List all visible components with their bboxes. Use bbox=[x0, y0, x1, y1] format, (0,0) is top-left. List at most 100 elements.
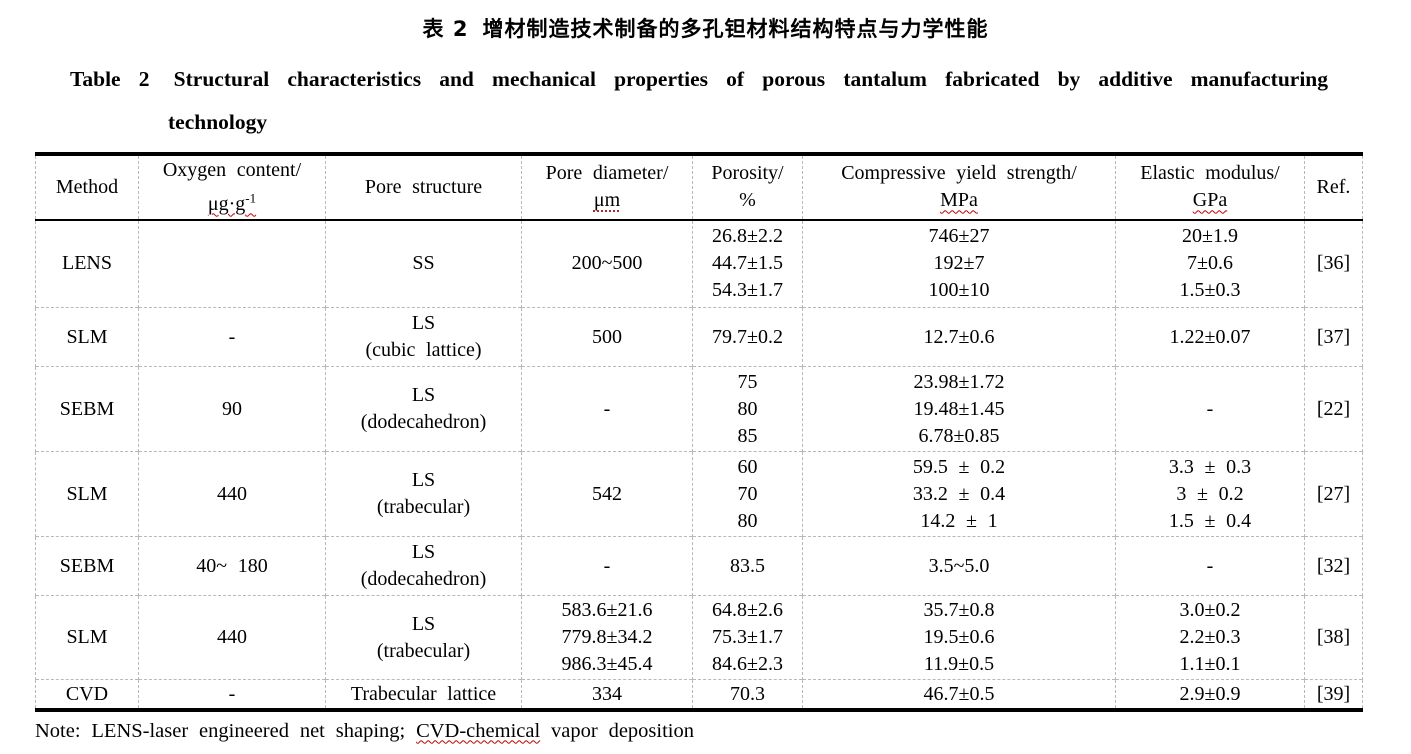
col-header-pore-structure: Pore structure bbox=[325, 154, 522, 220]
cell-line: SLM bbox=[66, 325, 108, 348]
cell-line: 542 bbox=[592, 482, 622, 505]
table-cell: LS (dodecahedron) bbox=[325, 366, 522, 452]
header-unit: MPa bbox=[940, 189, 978, 212]
porous-tantalum-table: Method Oxygen content/ μg·g-1 Pore struc… bbox=[35, 152, 1363, 712]
header-unit: μm bbox=[593, 189, 621, 212]
col-header-oxygen-content: Oxygen content/ μg·g-1 bbox=[138, 154, 326, 220]
table-row: SLM 440 LS (trabecular) 583.6±21.6 779.8±34.2… bbox=[35, 595, 1363, 680]
table-cell: 79.7±0.2 bbox=[692, 307, 803, 367]
table-cell: 75 80 85 bbox=[692, 366, 803, 452]
cell-line: 1.5 ± 0.4 bbox=[1168, 509, 1252, 532]
cell-line: SEBM bbox=[59, 554, 115, 577]
cell-line: [32] bbox=[1316, 554, 1351, 577]
table-title-english-line2: technology bbox=[168, 110, 268, 134]
cell-line: 79.7±0.2 bbox=[712, 325, 783, 348]
table-header: Method Oxygen content/ μg·g-1 Pore struc… bbox=[35, 154, 1363, 220]
table-cell: 64.8±2.6 75.3±1.7 84.6±2.3 bbox=[692, 595, 803, 680]
table-cell: [39] bbox=[1304, 679, 1363, 710]
header-unit: % bbox=[739, 189, 756, 212]
cell-line: 75.3±1.7 bbox=[712, 626, 783, 649]
col-header-ref: Ref. bbox=[1304, 154, 1363, 220]
cell-line: 7±0.6 bbox=[1187, 252, 1233, 275]
cell-line: 84.6±2.3 bbox=[712, 653, 783, 676]
table-cell: 90 bbox=[138, 366, 326, 452]
table-cell: 59.5 ± 0.2 33.2 ± 0.4 14.2 ± 1 bbox=[802, 451, 1116, 537]
cell-line: LS bbox=[411, 312, 436, 335]
table-cell: 70.3 bbox=[692, 679, 803, 710]
cell-line: 11.9±0.5 bbox=[923, 653, 995, 676]
cell-line: 440 bbox=[217, 626, 247, 649]
header-label: Oxygen content/ bbox=[162, 159, 302, 181]
header-label: Method bbox=[55, 175, 119, 198]
table-cell: - bbox=[1115, 536, 1305, 596]
cell-line: - bbox=[603, 397, 611, 420]
table-body: LENS SS 200~500 26.8±2.2 44.7±1.5 54.3±1.7 746… bbox=[35, 219, 1363, 710]
table-number-en: Table 2 bbox=[70, 67, 150, 91]
col-header-porosity: Porosity/ % bbox=[692, 154, 803, 220]
table-cell: LS (trabecular) bbox=[325, 451, 522, 537]
table-row: SEBM 40~ 180 LS (dodecahedron) - 83.5 3.5~5.0 -… bbox=[35, 536, 1363, 596]
col-header-elastic-modulus: Elastic modulus/ GPa bbox=[1115, 154, 1305, 220]
table-row: LENS SS 200~500 26.8±2.2 44.7±1.5 54.3±1.7 746… bbox=[35, 219, 1363, 308]
cell-line: (dodecahedron) bbox=[360, 411, 487, 434]
cell-line: 70.3 bbox=[730, 682, 765, 705]
header-unit: μg·g-1 bbox=[207, 190, 257, 215]
cell-line: 3.3 ± 0.3 bbox=[1168, 455, 1252, 478]
table-cell: [27] bbox=[1304, 451, 1363, 537]
table-title-en-text: Structural characteristics and mechanica… bbox=[173, 67, 1329, 91]
cell-line: - bbox=[1206, 554, 1214, 577]
header-unit: GPa bbox=[1192, 189, 1228, 212]
cell-line: - bbox=[228, 325, 236, 348]
table-cell: - bbox=[138, 679, 326, 710]
cell-line: 35.7±0.8 bbox=[923, 599, 995, 622]
cell-line: 46.7±0.5 bbox=[923, 682, 995, 705]
footnote-cvd-term: CVD-chemical bbox=[416, 719, 541, 742]
cell-line: 19.5±0.6 bbox=[923, 626, 995, 649]
table-cell: 12.7±0.6 bbox=[802, 307, 1116, 367]
table-cell: 60 70 80 bbox=[692, 451, 803, 537]
cell-line: 64.8±2.6 bbox=[712, 599, 783, 622]
cell-line: 3.0±0.2 bbox=[1179, 599, 1241, 622]
cell-line: (dodecahedron) bbox=[360, 568, 487, 591]
cell-line: [36] bbox=[1316, 252, 1351, 275]
table-cell: 200~500 bbox=[521, 219, 693, 308]
table-cell: SLM bbox=[35, 451, 139, 537]
cell-line: SS bbox=[412, 252, 435, 275]
cell-line: 192±7 bbox=[933, 252, 985, 275]
cell-line: LS bbox=[411, 469, 436, 492]
cell-line: 2.2±0.3 bbox=[1179, 626, 1241, 649]
table-cell: [36] bbox=[1304, 219, 1363, 308]
cell-line: 83.5 bbox=[730, 554, 765, 577]
table-row: SLM - LS (cubic lattice) 500 79.7±0.2 12.7±0.6… bbox=[35, 307, 1363, 367]
table-cell: SLM bbox=[35, 595, 139, 680]
col-header-compressive-yield-strength: Compressive yield strength/ MPa bbox=[802, 154, 1116, 220]
cell-line: 500 bbox=[592, 325, 622, 348]
table-cell: 2.9±0.9 bbox=[1115, 679, 1305, 710]
cell-line: - bbox=[603, 554, 611, 577]
table-title-english-line1: Table 2 Structural characteristics and m… bbox=[70, 67, 1328, 92]
table-cell: 26.8±2.2 44.7±1.5 54.3±1.7 bbox=[692, 219, 803, 308]
table-cell: - bbox=[521, 536, 693, 596]
cell-line: Trabecular lattice bbox=[350, 682, 497, 705]
table-cell: 35.7±0.8 19.5±0.6 11.9±0.5 bbox=[802, 595, 1116, 680]
table-title-chinese: 表 2 增材制造技术制备的多孔钽材料结构特点与力学性能 bbox=[0, 13, 1411, 43]
cell-line: SEBM bbox=[59, 397, 115, 420]
table-cell: 542 bbox=[521, 451, 693, 537]
table-cell: [32] bbox=[1304, 536, 1363, 596]
header-label: Ref. bbox=[1316, 175, 1351, 198]
cell-line: 1.22±0.07 bbox=[1169, 325, 1251, 348]
table-cell: [22] bbox=[1304, 366, 1363, 452]
cell-line: 440 bbox=[217, 482, 247, 505]
table-cell: 3.0±0.2 2.2±0.3 1.1±0.1 bbox=[1115, 595, 1305, 680]
header-label: Porosity/ bbox=[711, 162, 784, 185]
cell-line: 26.8±2.2 bbox=[712, 225, 783, 248]
cell-line: 19.48±1.45 bbox=[913, 397, 1005, 420]
col-header-method: Method bbox=[35, 154, 139, 220]
table-cell: LENS bbox=[35, 219, 139, 308]
header-label: Pore structure bbox=[364, 175, 483, 198]
cell-line: LS bbox=[411, 612, 436, 635]
table-cell: - bbox=[138, 307, 326, 367]
table-cell: SLM bbox=[35, 307, 139, 367]
table-cell: 440 bbox=[138, 595, 326, 680]
cell-line: [38] bbox=[1316, 626, 1351, 649]
